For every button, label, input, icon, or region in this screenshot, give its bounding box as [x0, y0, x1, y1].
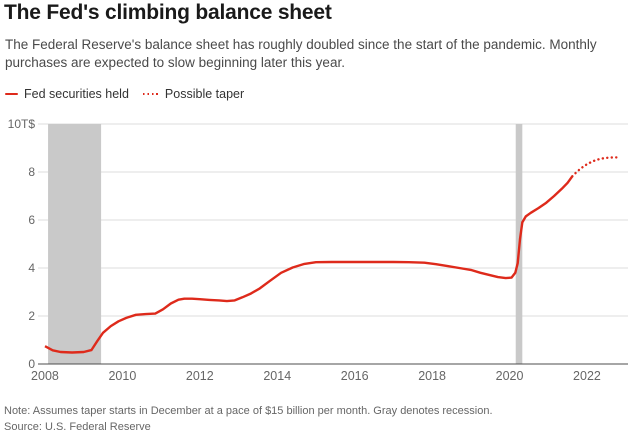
x-tick-label: 2008 [31, 369, 59, 383]
y-tick-label: 8 [28, 165, 35, 179]
y-tick-label: 4 [28, 261, 35, 275]
x-tick-label: 2012 [186, 369, 214, 383]
y-tick-label: 10T$ [8, 117, 36, 131]
x-tick-label: 2014 [263, 369, 291, 383]
x-tick-label: 2020 [496, 369, 524, 383]
legend-label-fed-securities: Fed securities held [24, 87, 129, 101]
recession-band [48, 124, 102, 364]
chart-note: Note: Assumes taper starts in December a… [4, 405, 493, 417]
x-tick-label: 2010 [108, 369, 136, 383]
dotted-line-swatch [142, 92, 159, 96]
y-tick-label: 6 [28, 213, 35, 227]
x-tick-label: 2016 [341, 369, 369, 383]
x-tick-label: 2022 [573, 369, 601, 383]
solid-line-swatch [5, 92, 18, 96]
fed-securities-line [44, 175, 574, 354]
chart-subtitle: The Federal Reserve's balance sheet has … [5, 37, 597, 70]
legend-item-fed-securities: Fed securities held [5, 87, 129, 101]
legend-label-possible-taper: Possible taper [164, 87, 245, 101]
y-tick-label: 0 [28, 357, 35, 371]
x-tick-label: 2018 [418, 369, 446, 383]
y-tick-label: 2 [28, 309, 35, 323]
legend-item-possible-taper: Possible taper [142, 87, 245, 101]
page-title: The Fed's climbing balance sheet [4, 1, 332, 24]
chart-source: Source: U.S. Federal Reserve [4, 421, 151, 433]
chart-legend: Fed securities held Possible taper [5, 87, 244, 101]
possible-taper-line [571, 156, 619, 178]
